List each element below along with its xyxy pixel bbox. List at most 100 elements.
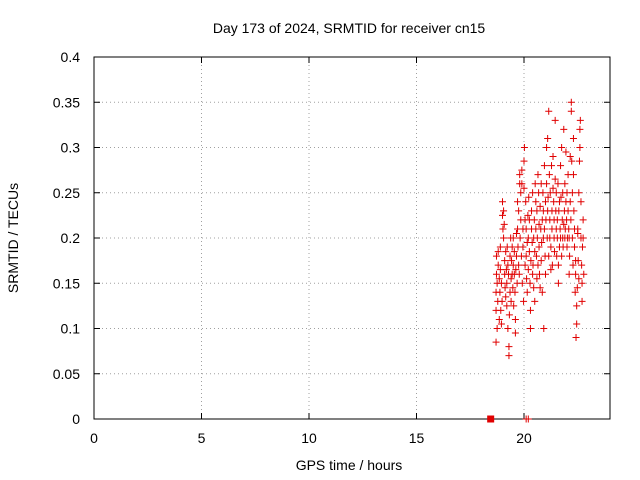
data-point bbox=[521, 261, 529, 269]
data-point bbox=[507, 297, 515, 305]
data-point bbox=[515, 207, 523, 215]
data-point bbox=[540, 225, 548, 233]
data-point bbox=[554, 279, 562, 287]
data-point bbox=[543, 144, 551, 151]
data-point bbox=[566, 153, 574, 161]
data-point bbox=[561, 180, 569, 188]
data-point bbox=[537, 257, 545, 265]
data-point bbox=[558, 252, 566, 260]
data-point bbox=[502, 248, 510, 256]
data-point bbox=[573, 302, 581, 310]
data-point bbox=[573, 320, 581, 328]
data-point bbox=[516, 234, 524, 242]
y-tick-label: 0.35 bbox=[53, 94, 80, 110]
x-tick-label: 0 bbox=[90, 430, 98, 446]
data-point bbox=[508, 257, 516, 265]
data-point bbox=[528, 239, 536, 247]
data-point bbox=[492, 338, 500, 346]
data-point bbox=[566, 252, 574, 260]
data-point bbox=[511, 288, 519, 296]
data-point bbox=[494, 261, 502, 269]
data-point bbox=[548, 162, 556, 170]
y-tick-label: 0 bbox=[72, 411, 80, 427]
data-point bbox=[533, 275, 541, 283]
data-point bbox=[560, 220, 568, 228]
data-point bbox=[501, 257, 509, 265]
data-point bbox=[516, 171, 524, 179]
data-point bbox=[519, 243, 527, 251]
data-point bbox=[494, 248, 502, 256]
data-point bbox=[554, 261, 562, 269]
data-point bbox=[579, 234, 587, 242]
data-point bbox=[523, 275, 531, 283]
data-point bbox=[544, 193, 552, 201]
data-point bbox=[542, 270, 549, 278]
data-point bbox=[546, 189, 554, 197]
data-point bbox=[505, 311, 513, 319]
data-point bbox=[520, 184, 528, 192]
data-point bbox=[540, 162, 548, 170]
data-point bbox=[579, 216, 587, 224]
data-point bbox=[560, 125, 568, 133]
data-point bbox=[568, 234, 576, 242]
data-point bbox=[524, 211, 532, 219]
data-point bbox=[498, 297, 506, 305]
data-point bbox=[503, 279, 511, 287]
data-point bbox=[580, 270, 588, 278]
data-point bbox=[493, 325, 501, 332]
data-point bbox=[507, 275, 515, 283]
data-point bbox=[569, 171, 577, 179]
x-tick-label: 20 bbox=[516, 430, 532, 446]
data-point bbox=[566, 198, 574, 206]
data-point bbox=[515, 270, 523, 278]
data-point bbox=[495, 275, 503, 283]
data-point bbox=[509, 284, 517, 292]
data-point bbox=[492, 252, 500, 260]
data-point bbox=[502, 266, 510, 274]
data-point bbox=[576, 125, 584, 133]
data-point bbox=[568, 157, 576, 165]
data-point bbox=[573, 284, 581, 292]
data-point bbox=[524, 266, 532, 274]
data-point bbox=[551, 175, 559, 183]
data-point bbox=[499, 198, 506, 206]
data-point bbox=[572, 334, 580, 342]
data-point bbox=[503, 302, 511, 310]
data-point bbox=[529, 189, 537, 197]
data-point bbox=[578, 243, 586, 251]
data-point bbox=[504, 325, 512, 332]
data-point bbox=[577, 198, 585, 206]
data-point bbox=[499, 225, 507, 233]
data-point bbox=[532, 198, 540, 206]
data-point bbox=[536, 284, 544, 292]
data-point bbox=[540, 325, 548, 332]
data-point bbox=[496, 243, 504, 251]
data-point bbox=[520, 157, 528, 165]
data-point bbox=[515, 261, 523, 269]
data-point bbox=[520, 144, 528, 151]
y-tick-label: 0.25 bbox=[53, 185, 80, 201]
data-point-square bbox=[487, 415, 495, 423]
x-tick-labels: 0 5 10 15 20 bbox=[90, 430, 532, 446]
data-point bbox=[518, 166, 526, 174]
data-point bbox=[554, 180, 562, 188]
y-tick-label: 0.1 bbox=[61, 321, 81, 337]
data-point bbox=[551, 248, 559, 256]
data-point bbox=[500, 220, 508, 228]
data-point bbox=[510, 248, 518, 256]
data-point bbox=[576, 116, 584, 124]
data-point bbox=[549, 184, 557, 192]
data-point bbox=[532, 252, 540, 260]
data-point bbox=[500, 207, 508, 215]
data-point bbox=[568, 189, 576, 197]
data-point bbox=[512, 266, 520, 274]
y-tick-label: 0.3 bbox=[61, 140, 81, 156]
data-point bbox=[535, 243, 543, 251]
data-point bbox=[574, 225, 582, 233]
data-point bbox=[571, 243, 579, 251]
data-point bbox=[499, 211, 506, 219]
data-point bbox=[523, 288, 531, 296]
data-point bbox=[526, 325, 534, 332]
data-point bbox=[545, 252, 553, 260]
data-point bbox=[545, 107, 553, 115]
